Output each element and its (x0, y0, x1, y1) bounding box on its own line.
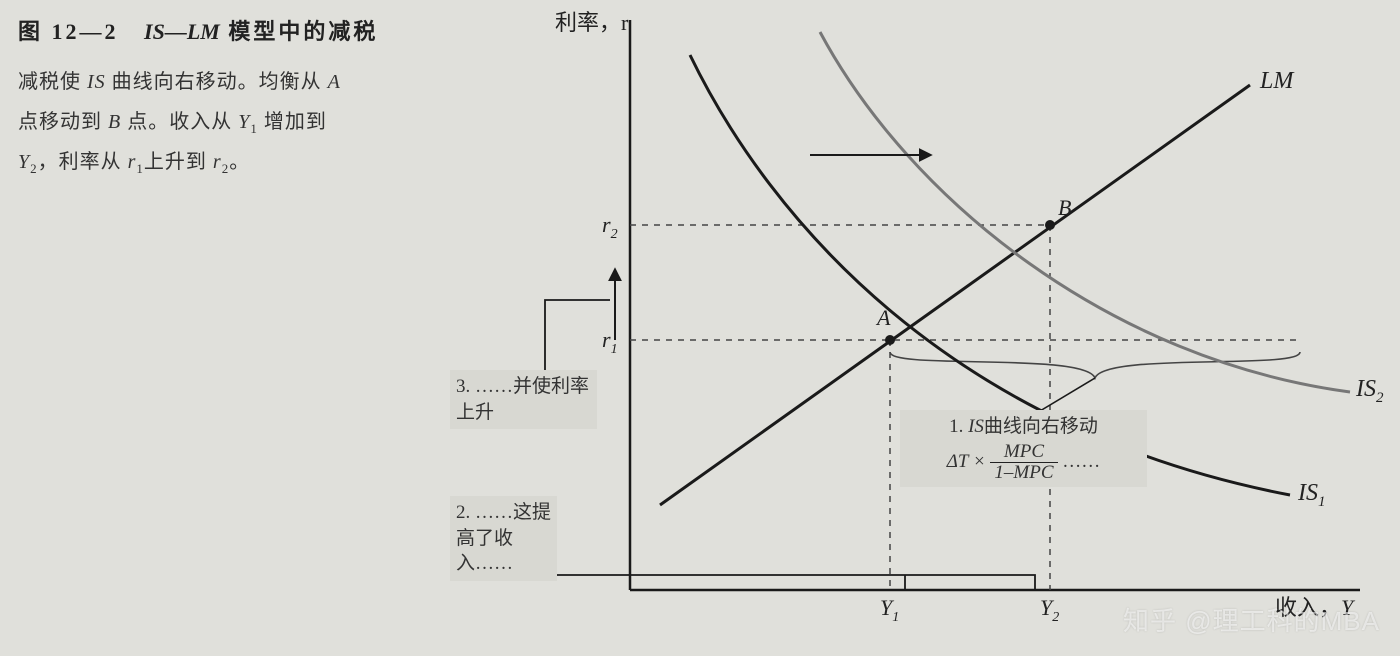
chart-svg: 利率，r 收入，Y LM IS1 IS2 A B r1 (430, 0, 1390, 656)
annot2-connector (548, 545, 1035, 590)
figure-caption: 减税使 IS 曲线向右移动。均衡从 A 点移动到 B 点。收入从 Y1 增加到 … (18, 62, 398, 182)
annot3-connector (545, 300, 610, 370)
tick-y1: Y1 (880, 595, 899, 625)
tick-y2: Y2 (1040, 595, 1059, 625)
lm-label: LM (1259, 68, 1295, 94)
annotation-2: 2. ……这提高了收入…… (450, 496, 557, 581)
point-b-label: B (1058, 195, 1071, 220)
tick-r2: r2 (602, 212, 618, 242)
point-b (1045, 220, 1055, 230)
figure-title: 图 12—2 IS—LM 模型中的减税 (18, 10, 398, 54)
annotation-3: 3. ……并使利率上升 (450, 370, 597, 429)
is1-label: IS1 (1297, 480, 1326, 510)
point-a-label: A (875, 305, 891, 330)
guide-lines (630, 225, 1300, 590)
islm-chart: 利率，r 收入，Y LM IS1 IS2 A B r1 (430, 0, 1390, 656)
annotation-1: 1. IS曲线向右移动 ΔT × MPC 1–MPC …… (900, 410, 1147, 487)
watermark: 知乎 @理工科的MBA (1123, 601, 1380, 638)
axes: 利率，r 收入，Y (555, 10, 1360, 620)
mpc-fraction: MPC 1–MPC (990, 442, 1057, 483)
point-a (885, 335, 895, 345)
is2-label: IS2 (1355, 376, 1384, 406)
figure-title-rest: 模型中的减税 (220, 19, 379, 44)
figure-caption-block: 图 12—2 IS—LM 模型中的减税 减税使 IS 曲线向右移动。均衡从 A … (18, 10, 398, 182)
y-axis-label: 利率，r (555, 10, 629, 35)
figure-title-model: IS—LM (144, 19, 220, 44)
figure-number: 图 12—2 (18, 19, 119, 44)
